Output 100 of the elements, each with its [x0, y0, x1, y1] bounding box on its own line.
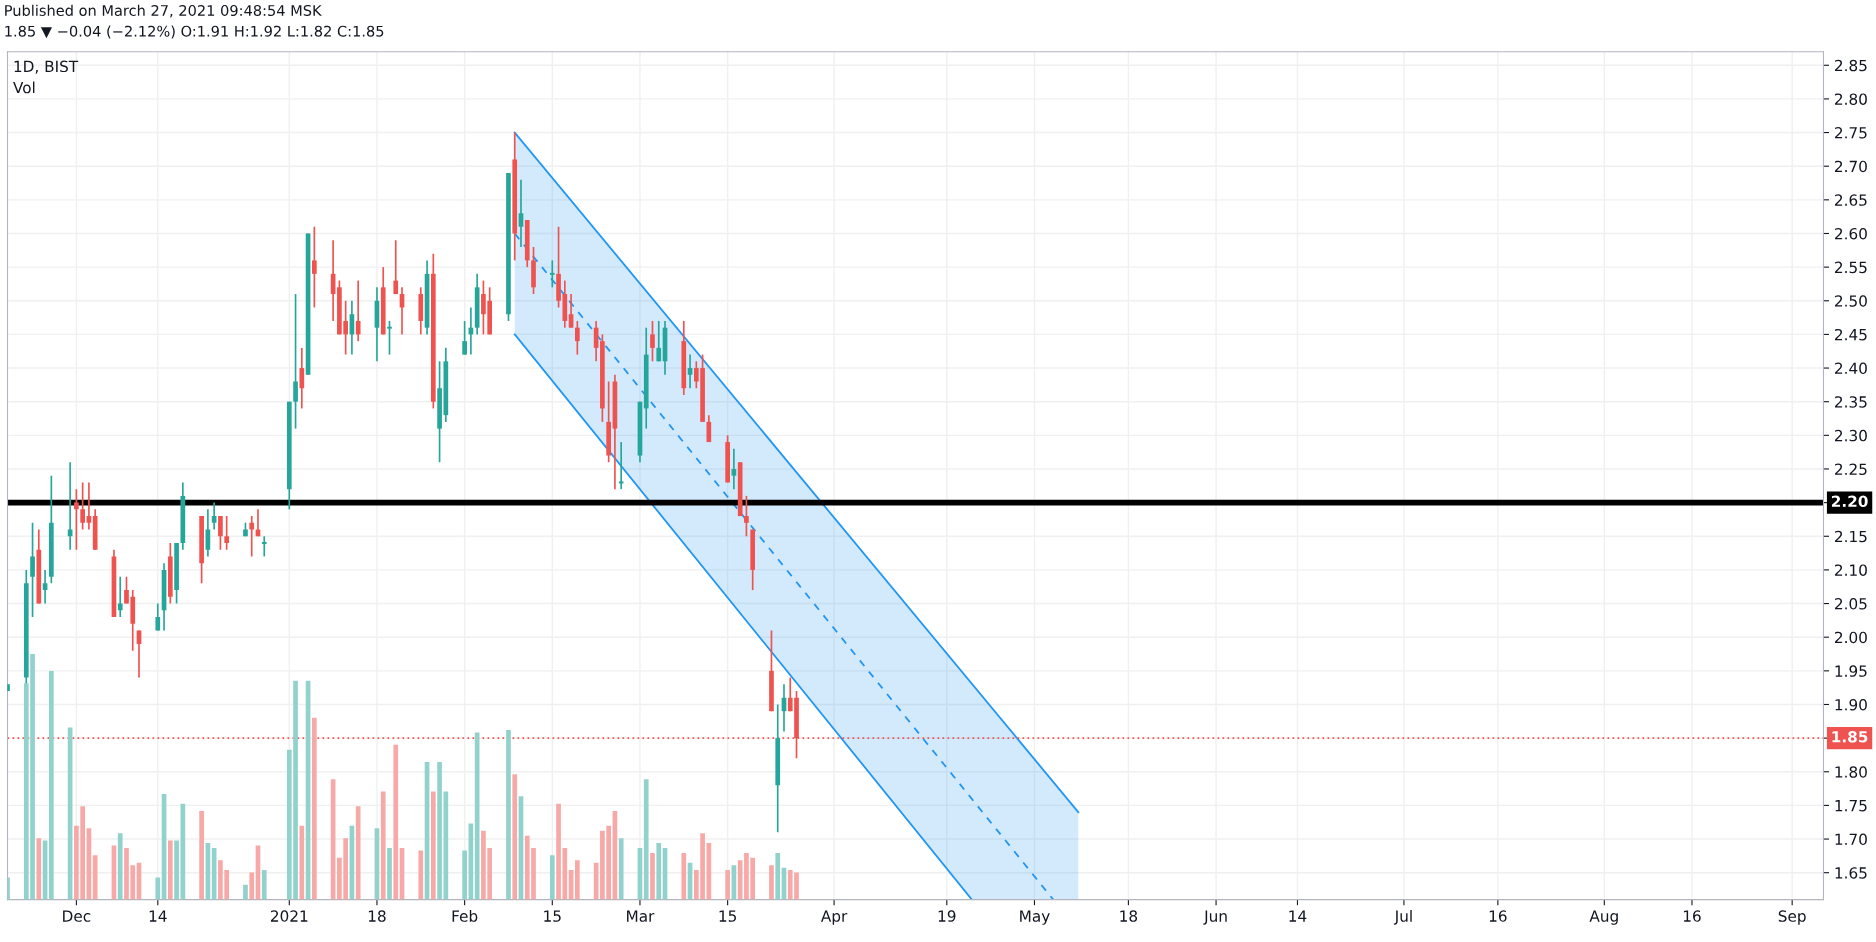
candlestick: [74, 488, 79, 551]
bar: [650, 852, 655, 900]
x-tick-label: 18: [1120, 910, 1138, 922]
y-tick-label: 2.75: [1835, 127, 1867, 139]
x-tick-label: 2021: [270, 910, 308, 922]
bar: [430, 791, 436, 900]
candlestick: [80, 481, 85, 531]
y-tick-label: 1.95: [1835, 665, 1867, 677]
candlestick: [224, 515, 230, 551]
bar: [355, 806, 361, 900]
y-tick-label: 2.85: [1835, 59, 1867, 72]
x-tick-label: 18: [368, 910, 386, 922]
bar: [549, 855, 555, 900]
candlestick: [117, 575, 123, 618]
y-tick-label: 2.80: [1835, 93, 1867, 105]
bar: [656, 843, 662, 900]
y-tick-label: 2.15: [1835, 530, 1867, 543]
candlestick: [155, 602, 161, 632]
x-tick-label: 15: [544, 910, 561, 922]
bar: [155, 877, 161, 900]
x-tick-label: 16: [1489, 910, 1507, 922]
candlestick: [260, 535, 268, 558]
bar: [462, 850, 467, 900]
bar: [643, 779, 649, 900]
candlestick: [386, 320, 393, 356]
candlestick: [462, 320, 467, 356]
y-tick-label: 2.40: [1835, 362, 1867, 375]
ref-line-label: 1.85: [1832, 731, 1868, 743]
bar: [199, 811, 204, 900]
candlestick: [393, 239, 399, 295]
chart-title: Vol: [13, 81, 35, 94]
bar: [299, 825, 305, 900]
candlestick: [30, 521, 35, 618]
bar: [249, 872, 255, 900]
candlestick: [311, 225, 317, 309]
text: 1.85 ▼ −0.04 (−2.12%) O:1.91 H:1.92 L:1.82 C:1.85: [5, 25, 384, 39]
y-tick-label: 2.05: [1835, 598, 1867, 610]
bar: [769, 865, 774, 900]
bar: [512, 774, 518, 900]
bar: [261, 870, 267, 900]
candlestick: [218, 515, 223, 551]
bar: [380, 791, 386, 900]
y-tick-label: 1.65: [1835, 867, 1867, 879]
y-tick-label: 1.80: [1835, 766, 1867, 778]
candlestick: [355, 279, 361, 342]
y-tick-label: 2.60: [1835, 227, 1867, 240]
x-tick-label: Feb: [452, 910, 478, 922]
candlestick: [656, 320, 662, 363]
y-tick-label: 1.70: [1835, 833, 1867, 846]
x-tick-label: 14: [1289, 910, 1307, 922]
candlestick: [293, 293, 298, 430]
bar: [725, 870, 730, 900]
bar: [36, 838, 42, 900]
y-tick-label: 2.25: [1835, 463, 1867, 475]
y-tick-label: 2.35: [1835, 396, 1867, 408]
y-tick-label: 2.30: [1835, 429, 1867, 442]
y-tick-label: 1.75: [1835, 800, 1867, 812]
y-tick-label: 2.50: [1835, 295, 1867, 307]
y-tick-label: 2.10: [1835, 564, 1867, 576]
x-tick-label: Mar: [627, 910, 655, 922]
x-tick-label: 14: [149, 910, 167, 922]
bar: [681, 852, 687, 900]
candlestick: [617, 441, 625, 491]
candlestick: [249, 515, 255, 558]
x-tick-label: May: [1020, 910, 1050, 925]
bar: [92, 855, 98, 900]
x-tick-label: Aug: [1589, 910, 1618, 925]
x-tick-label: Sep: [1778, 910, 1806, 925]
bar: [387, 847, 392, 900]
y-tick-label: 2.00: [1835, 631, 1867, 644]
text: Published on March 27, 2021 09:48:54 MSK: [5, 4, 322, 18]
bar: [393, 744, 399, 900]
text: 1D, BIST: [14, 60, 79, 74]
bar: [506, 729, 511, 900]
candlestick: [299, 347, 305, 410]
y-tick-label: 2.55: [1835, 261, 1867, 274]
x-tick-label: 15: [719, 910, 737, 922]
bar: [48, 670, 54, 900]
bar: [574, 860, 580, 900]
bar: [117, 833, 123, 900]
bar: [311, 717, 317, 900]
y-tick-label: 2.45: [1835, 328, 1867, 341]
candlestick: [706, 414, 712, 443]
y-tick-label: 2.65: [1835, 194, 1867, 206]
bar: [167, 840, 173, 900]
bar: [243, 884, 248, 900]
bar: [775, 852, 781, 900]
candlestick: [744, 495, 749, 538]
x-tick-label: 16: [1683, 910, 1701, 922]
ref-line-label: 2.20: [1831, 495, 1868, 508]
x-tick-label: Jun: [1203, 910, 1227, 925]
x-tick-label: Apr: [820, 910, 848, 925]
y-tick-label: 2.70: [1835, 160, 1867, 173]
x-tick-label: Dec: [63, 910, 91, 922]
x-tick-label: 19: [938, 910, 956, 922]
x-tick-label: Jul: [1393, 910, 1412, 925]
y-tick-label: 1.90: [1835, 698, 1867, 711]
bar: [618, 838, 624, 900]
candlestick: [574, 320, 580, 356]
candlestick: [650, 320, 655, 363]
